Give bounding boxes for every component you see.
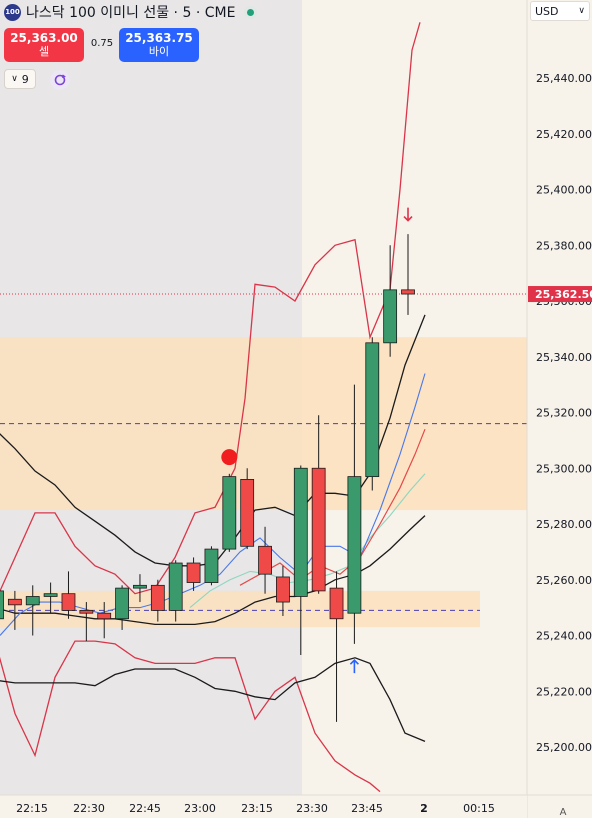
candle-body[interactable] [347,476,362,614]
market-open-icon [244,5,258,19]
y-tick-label: 25,200.00 [536,741,592,754]
sell-button[interactable]: 25,363.00 셀 [4,28,84,62]
currency-label: USD [535,4,559,18]
x-tick-label: 23:30 [296,802,328,815]
lower-red-band [0,640,381,793]
y-tick-label: 25,220.00 [536,685,592,698]
candle-body[interactable] [311,467,326,592]
candle-body[interactable] [401,289,415,295]
buy-price: 25,363.75 [125,31,193,45]
candle-body[interactable] [258,545,272,575]
y-tick-label: 25,440.00 [536,72,592,85]
candle-body[interactable] [7,598,22,606]
candle-body[interactable] [43,593,58,597]
y-tick-label: 25,420.00 [536,128,592,141]
x-tick-label: 23:00 [184,802,216,815]
time-axis-panel [0,795,527,818]
currency-select[interactable]: USD ∨ [530,1,590,21]
x-tick-label: 00:15 [463,802,495,815]
buy-button[interactable]: 25,363.75 바이 [119,28,199,62]
candle-body[interactable] [383,289,398,344]
y-tick-label: 25,240.00 [536,630,592,643]
supply-demand-zone [0,590,480,628]
x-tick-label: 22:15 [16,802,48,815]
y-tick-label: 25,260.00 [536,574,592,587]
sell-price: 25,363.00 [10,31,78,45]
candle-body[interactable] [61,593,76,611]
chevron-down-icon: ∨ [11,74,18,84]
candle-body[interactable] [222,476,237,550]
candle-body[interactable] [79,610,94,614]
y-tick-label: 25,300.00 [536,462,592,475]
y-tick-label: 25,320.00 [536,407,592,420]
teal-ma-line [189,473,426,609]
candle-body[interactable] [115,587,129,620]
sell-label: 셀 [38,45,50,58]
indicators-toggle[interactable]: ∨ 9 [4,69,36,89]
y-tick-label: 25,400.00 [536,184,592,197]
last-price-badge [528,286,592,303]
indicator-loop-icon[interactable] [50,70,70,90]
y-tick-label: 25,340.00 [536,351,592,364]
x-tick-label: 22:45 [129,802,161,815]
x-tick-label: 23:45 [351,802,383,815]
candle-body[interactable] [329,587,344,620]
chevron-down-icon: ∨ [578,6,585,16]
last-price-label: 25,362.50 [535,288,592,301]
candle-body[interactable] [168,562,183,611]
x-tick-label: 22:30 [73,802,105,815]
nasdaq-logo-icon: 100 [4,3,21,21]
upper-red-band [0,22,421,595]
candle-body[interactable] [133,584,147,589]
y-tick-label: 25,280.00 [536,518,592,531]
symbol-title: 나스닥 100 이미니 선물 · 5 · CME [26,5,236,21]
sell-signal-arrow-icon [403,207,413,222]
buy-signal-arrow-icon [349,659,359,674]
candle-body[interactable] [276,576,290,603]
candle-body[interactable] [150,584,165,611]
candle-body[interactable] [186,562,201,583]
candle-body[interactable] [293,467,308,597]
signal-dot [221,449,238,466]
candle-body[interactable] [25,596,40,606]
auto-scale-button[interactable]: A [560,807,567,818]
candle-body[interactable] [97,612,112,620]
indicators-count: 9 [21,72,29,86]
candle-body[interactable] [204,548,219,583]
candle-body[interactable] [0,590,4,620]
y-tick-label: 25,380.00 [536,239,592,252]
lower-black-band [0,657,426,743]
candle-body[interactable] [365,342,380,478]
buy-label: 바이 [148,45,170,58]
symbol-header[interactable]: 100 나스닥 100 이미니 선물 · 5 · CME [4,2,258,22]
x-tick-label: 23:15 [241,802,273,815]
spread-value: 0.75 [90,38,114,49]
x-tick-label: 2 [420,802,428,815]
price-axis-panel [527,0,592,818]
candle-body[interactable] [240,478,255,547]
red-ma-line [239,428,426,586]
